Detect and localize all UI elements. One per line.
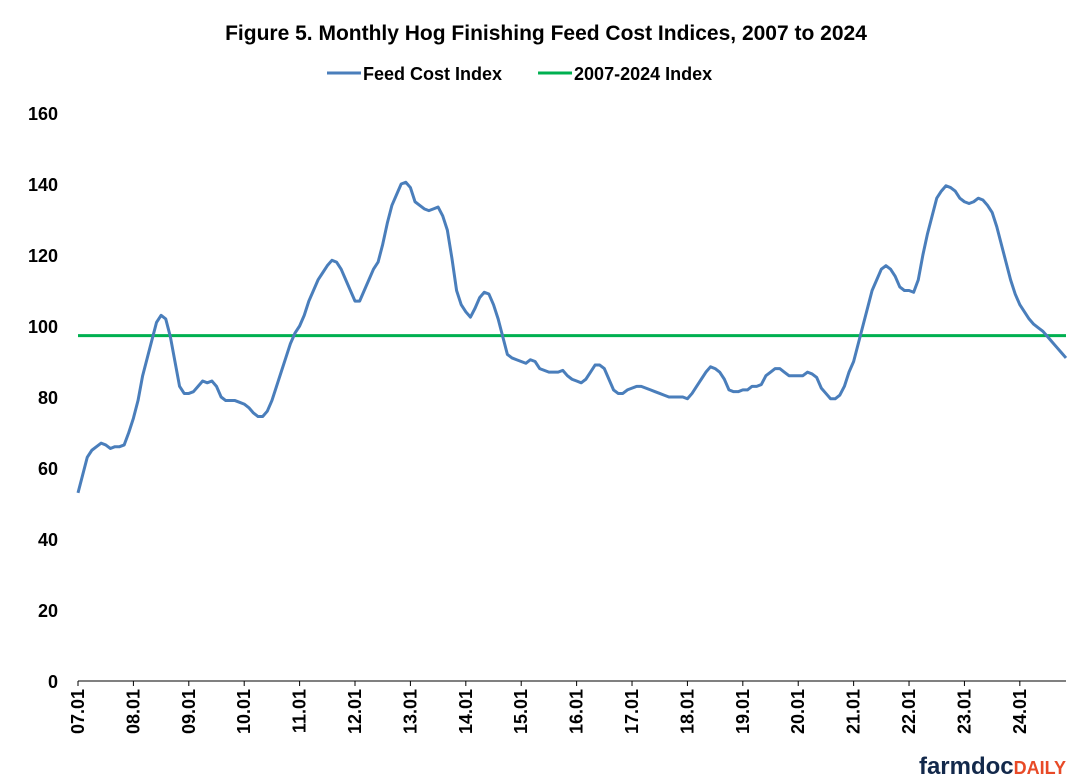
x-tick-label: 19.01	[733, 689, 753, 734]
x-tick-label: 10.01	[234, 689, 254, 734]
y-tick-label: 40	[38, 530, 58, 550]
legend-label: Feed Cost Index	[363, 64, 502, 84]
y-tick-label: 160	[28, 104, 58, 124]
chart-title: Figure 5. Monthly Hog Finishing Feed Cos…	[225, 22, 867, 45]
x-tick-label: 15.01	[511, 689, 531, 734]
x-tick-label: 11.01	[290, 689, 310, 733]
y-tick-label: 0	[48, 672, 58, 692]
x-tick-label: 17.01	[622, 689, 642, 734]
x-tick-label: 22.01	[899, 689, 919, 734]
y-tick-label: 60	[38, 459, 58, 479]
x-tick-label: 07.01	[68, 689, 88, 734]
y-tick-label: 100	[28, 317, 58, 337]
y-tick-label: 140	[28, 175, 58, 195]
y-tick-label: 120	[28, 246, 58, 266]
x-tick-label: 16.01	[567, 689, 587, 734]
y-tick-label: 80	[38, 388, 58, 408]
brand-main: farmdoc	[919, 753, 1014, 780]
x-tick-label: 13.01	[400, 689, 420, 734]
x-tick-label: 18.01	[677, 689, 697, 734]
branding: farmdocDAILY	[919, 753, 1066, 780]
data-line	[76, 180, 1068, 494]
x-tick-label: 09.01	[179, 689, 199, 734]
x-tick-label: 21.01	[844, 689, 864, 734]
x-tick-label: 14.01	[456, 689, 476, 734]
x-tick-label: 12.01	[345, 689, 365, 734]
brand-daily: DAILY	[1014, 758, 1066, 778]
x-tick-label: 24.01	[1010, 689, 1030, 734]
legend-label: 2007-2024 Index	[574, 64, 712, 84]
x-tick-label: 23.01	[954, 689, 974, 734]
y-tick-label: 20	[38, 601, 58, 621]
x-tick-label: 08.01	[123, 689, 143, 734]
x-tick-label: 20.01	[788, 689, 808, 734]
